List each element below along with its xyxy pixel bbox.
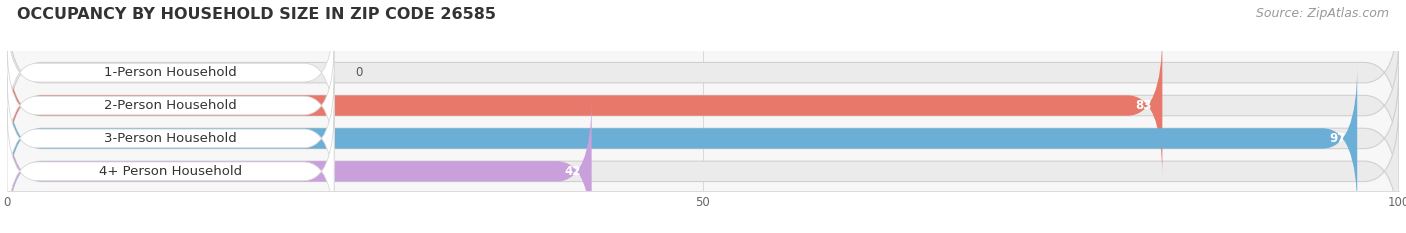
FancyBboxPatch shape [7,75,335,201]
Text: 1-Person Household: 1-Person Household [104,66,238,79]
Text: 97: 97 [1330,132,1346,145]
FancyBboxPatch shape [7,34,1399,178]
Text: 4+ Person Household: 4+ Person Household [98,165,242,178]
FancyBboxPatch shape [7,43,335,168]
FancyBboxPatch shape [7,1,1399,145]
Text: OCCUPANCY BY HOUSEHOLD SIZE IN ZIP CODE 26585: OCCUPANCY BY HOUSEHOLD SIZE IN ZIP CODE … [17,7,496,22]
Text: 42: 42 [564,165,581,178]
Text: 2-Person Household: 2-Person Household [104,99,238,112]
Text: 3-Person Household: 3-Person Household [104,132,238,145]
FancyBboxPatch shape [7,66,1357,210]
FancyBboxPatch shape [7,108,335,233]
FancyBboxPatch shape [7,66,1399,210]
FancyBboxPatch shape [7,10,335,136]
Text: Source: ZipAtlas.com: Source: ZipAtlas.com [1256,7,1389,20]
FancyBboxPatch shape [7,34,1163,178]
FancyBboxPatch shape [7,99,1399,233]
FancyBboxPatch shape [7,99,592,233]
Text: 83: 83 [1135,99,1152,112]
Text: 0: 0 [354,66,363,79]
